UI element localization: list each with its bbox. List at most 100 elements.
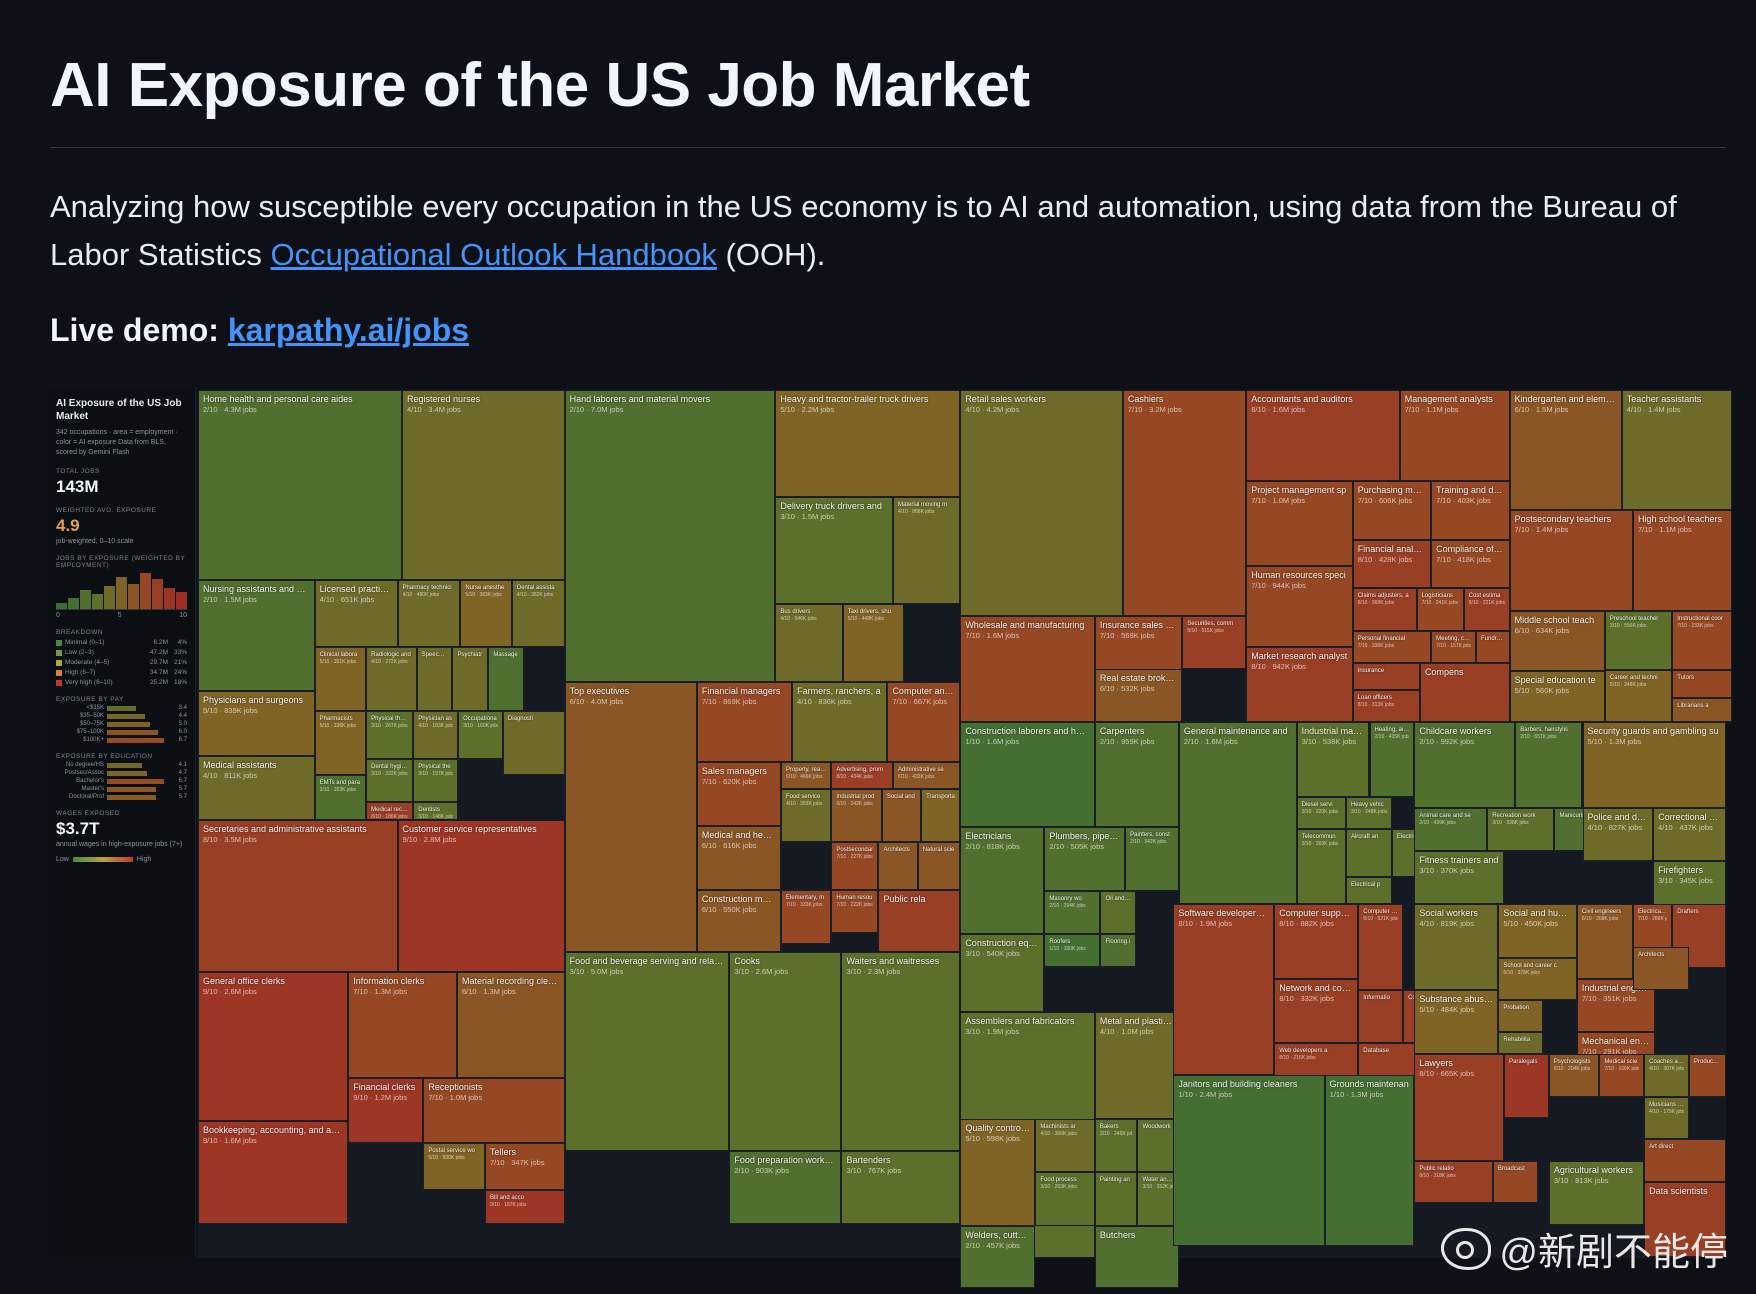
occupation-cell[interactable]: Pharmacists 5/10 · 336K jobs — [314, 710, 367, 775]
occupation-cell[interactable]: Postal service wo 5/10 · 500K jobs — [423, 1142, 485, 1190]
occupation-cell[interactable]: Fitness trainers and 3/10 · 370K jobs — [1414, 850, 1505, 905]
occupation-cell[interactable]: Market research analyst 8/10 · 942K jobs — [1246, 646, 1353, 723]
occupation-cell[interactable]: Data scientists — [1644, 1182, 1726, 1257]
occupation-cell[interactable]: Elementary, m 7/10 · 333K jobs — [780, 890, 832, 944]
occupation-cell[interactable]: Informatio — [1358, 989, 1404, 1044]
occupation-cell[interactable]: Clinical labora 5/10 · 351K jobs — [314, 646, 367, 711]
occupation-cell[interactable]: Medical scie 7/10 · 166K jobs — [1599, 1053, 1645, 1097]
occupation-cell[interactable]: Waiters and waitresses 3/10 · 2.3M jobs — [841, 952, 961, 1152]
occupation-cell[interactable]: Aircraft an — [1345, 829, 1392, 878]
occupation-cell[interactable]: Property, real esta6/10 · 466K jobs — [780, 762, 832, 789]
occupation-cell[interactable]: Receptionists 7/10 · 1.0M jobs — [423, 1078, 565, 1143]
occupation-cell[interactable]: Financial managers 7/10 · 869K jobs — [696, 681, 793, 762]
occupation-cell[interactable]: Broadcast — [1492, 1160, 1538, 1204]
occupation-cell[interactable]: Metal and plastic m 4/10 · 1.0M jobs — [1094, 1012, 1179, 1120]
occupation-cell[interactable]: Human resources speci 7/10 · 944K jobs — [1246, 566, 1353, 647]
occupation-cell[interactable]: Psychiatr — [452, 646, 489, 711]
occupation-cell[interactable]: Heavy vehic 3/10 · 248K jobs — [1345, 797, 1392, 830]
occupation-cell[interactable]: Janitors and building cleaners 1/10 · 2.4… — [1173, 1075, 1325, 1247]
occupation-cell[interactable]: Delivery truck drivers and 3/10 · 1.5M jo… — [775, 496, 894, 604]
occupation-cell[interactable]: School and career c 5/10 · 378K jobs — [1498, 957, 1577, 1001]
occupation-cell[interactable]: Animal care and se 2/10 · 439K jobs — [1414, 807, 1488, 851]
occupation-cell[interactable]: Massage — [488, 646, 525, 711]
occupation-cell[interactable]: Retail sales workers 4/10 · 4.2M jobs — [960, 390, 1123, 616]
occupation-cell[interactable]: Substance abuse, b 5/10 · 484K jobs — [1414, 989, 1499, 1054]
occupation-cell[interactable]: Sales managers 7/10 · 620K jobs — [696, 762, 781, 827]
occupation-cell[interactable]: Physicians and surgeons 5/10 · 839K jobs — [198, 691, 315, 756]
occupation-cell[interactable]: Construction laborers and helpers 1/10 · … — [960, 722, 1095, 828]
occupation-cell[interactable]: Securities, comm 8/10 · 515K jobs — [1182, 615, 1247, 669]
occupation-cell[interactable]: Industrial machine3/10 · 538K jobs — [1296, 722, 1370, 798]
occupation-cell[interactable]: Paralegals — [1504, 1053, 1549, 1118]
occupation-cell[interactable]: Carpenters 2/10 · 959K jobs — [1094, 722, 1179, 828]
occupation-cell[interactable]: Industrial prod 6/10 · 242K jobs — [831, 788, 882, 843]
occupation-cell[interactable]: Purchasing manage7/10 · 606K jobs — [1352, 480, 1432, 540]
occupation-cell[interactable]: Oil and ga — [1100, 891, 1137, 935]
occupation-cell[interactable]: General office clerks 9/10 · 2.6M jobs — [198, 971, 349, 1122]
occupation-cell[interactable]: Social workers 4/10 · 819K jobs — [1414, 904, 1499, 990]
occupation-cell[interactable]: Information clerks 7/10 · 1.3M jobs — [348, 971, 457, 1079]
occupation-cell[interactable]: Social and human s5/10 · 450K jobs — [1498, 904, 1577, 958]
occupation-cell[interactable]: Diagnosti — [502, 710, 565, 775]
occupation-cell[interactable]: Tutors — [1672, 670, 1732, 698]
occupation-cell[interactable]: Painting an — [1094, 1172, 1138, 1226]
occupation-cell[interactable]: Coaches and sc4/10 · 307K jobs — [1644, 1053, 1689, 1097]
occupation-cell[interactable]: Flooring i — [1100, 934, 1137, 968]
occupation-cell[interactable]: Cashiers 7/10 · 3.2M jobs — [1122, 390, 1247, 616]
occupation-cell[interactable]: Teacher assistants 4/10 · 1.4M jobs — [1621, 390, 1732, 510]
occupation-cell[interactable]: Tellers 7/10 · 347K jobs — [484, 1142, 565, 1190]
occupation-cell[interactable]: Top executives 6/10 · 4.0M jobs — [564, 681, 697, 953]
occupation-cell[interactable]: Speech-la — [416, 646, 453, 711]
occupation-cell[interactable]: Registered nurses 4/10 · 3.4M jobs — [402, 390, 565, 581]
occupation-cell[interactable]: Quality control insp5/10 · 598K jobs — [960, 1119, 1036, 1226]
occupation-cell[interactable]: Musicians and s4/10 · 179K jobs — [1644, 1096, 1689, 1140]
occupation-cell[interactable]: Training and devel 7/10 · 403K jobs — [1431, 480, 1510, 540]
occupation-cell[interactable]: Physical the 3/10 · 157K jobs — [413, 758, 459, 802]
occupation-cell[interactable]: Claims adjusters, a 8/10 · 368K jobs — [1352, 587, 1417, 631]
occupation-cell[interactable]: Insurance — [1352, 662, 1420, 691]
occupation-cell[interactable]: Bill and acco 9/10 · 167K jobs — [484, 1189, 565, 1224]
occupation-cell[interactable]: Computer and info7/10 · 667K jobs — [887, 681, 961, 762]
occupation-cell[interactable]: Career and techni 5/10 · 248K jobs — [1604, 670, 1673, 723]
occupation-cell[interactable]: Psychologists 6/10 · 204K jobs — [1548, 1053, 1600, 1097]
occupation-cell[interactable]: Public relatio 8/10 · 318K jobs — [1414, 1160, 1493, 1204]
occupation-cell[interactable]: Masonry wo 2/10 · 294K jobs — [1044, 891, 1101, 935]
occupation-cell[interactable]: Transporta — [921, 788, 961, 843]
occupation-cell[interactable]: Kindergarten and elementary6/10 · 1.5M j… — [1509, 390, 1622, 510]
occupation-cell[interactable]: Postsecondary teachers 7/10 · 1.4M jobs — [1509, 509, 1633, 612]
occupation-cell[interactable]: Personal financial 7/10 · 336K jobs — [1352, 630, 1432, 663]
occupation-cell[interactable]: Welders, cutters, s2/10 · 457K jobs — [960, 1225, 1036, 1288]
occupation-cell[interactable]: Computer support s 8/10 · 882K jobs — [1274, 904, 1359, 979]
occupation-cell[interactable]: General maintenance and 2/10 · 1.6M jobs — [1178, 722, 1297, 905]
occupation-cell[interactable]: Roofers 1/10 · 160K jobs — [1044, 934, 1101, 968]
occupation-cell[interactable]: Network and comp 8/10 · 332K jobs — [1274, 979, 1359, 1044]
occupation-cell[interactable]: Recreation work 3/10 · 338K jobs — [1487, 807, 1555, 851]
live-demo-link[interactable]: karpathy.ai/jobs — [227, 312, 470, 348]
occupation-cell[interactable]: Secretaries and administrative assistant… — [198, 819, 398, 972]
occupation-cell[interactable]: Social and — [881, 788, 922, 843]
occupation-cell[interactable]: Bus drivers 4/10 · 546K jobs — [775, 603, 843, 682]
occupation-cell[interactable]: Computer syst 8/10 · 521K jobs — [1358, 904, 1404, 990]
ooh-link[interactable]: Occupational Outlook Handbook — [270, 237, 717, 272]
occupation-cell[interactable]: Food service 4/10 · 353K jobs — [780, 788, 832, 843]
occupation-cell[interactable]: Administrative se 6/10 · 433K jobs — [893, 762, 961, 789]
occupation-cell[interactable]: Rehabilita — [1498, 1032, 1544, 1054]
occupation-cell[interactable]: Construction equip 3/10 · 540K jobs — [960, 934, 1045, 1013]
occupation-cell[interactable]: Telecommun 3/10 · 369K jobs — [1296, 829, 1346, 905]
occupation-cell[interactable]: Financial analysts 8/10 · 428K jobs — [1352, 539, 1432, 588]
occupation-cell[interactable]: Software developers, q 8/10 · 1.9M jobs — [1173, 904, 1275, 1076]
occupation-cell[interactable]: Instructional coor 7/10 · 233K jobs — [1672, 611, 1732, 671]
occupation-cell[interactable]: Taxi drivers, shu 5/10 · 448K jobs — [842, 603, 905, 682]
occupation-cell[interactable]: Occupationa 3/10 · 160K jobs — [458, 710, 503, 759]
occupation-cell[interactable]: Hand laborers and material movers 2/10 · … — [564, 390, 776, 682]
occupation-cell[interactable]: Material moving m 4/10 · 868K jobs — [893, 496, 961, 604]
occupation-cell[interactable]: Security guards and gambling su 5/10 · 1.… — [1582, 722, 1726, 808]
occupation-cell[interactable]: EMTs and para 2/10 · 263K jobs — [314, 774, 367, 820]
occupation-cell[interactable]: Barbers, hairstylis 2/10 · 651K jobs — [1515, 722, 1583, 808]
occupation-cell[interactable]: Police and detectiv4/10 · 827K jobs — [1582, 807, 1654, 862]
occupation-cell[interactable]: Diesel servi 3/10 · 320K jobs — [1296, 797, 1346, 830]
occupation-cell[interactable]: Art direct — [1644, 1139, 1726, 1183]
occupation-cell[interactable]: Correctional office4/10 · 437K jobs — [1653, 807, 1726, 862]
occupation-cell[interactable]: Electricians 2/10 · 818K jobs — [960, 827, 1045, 935]
